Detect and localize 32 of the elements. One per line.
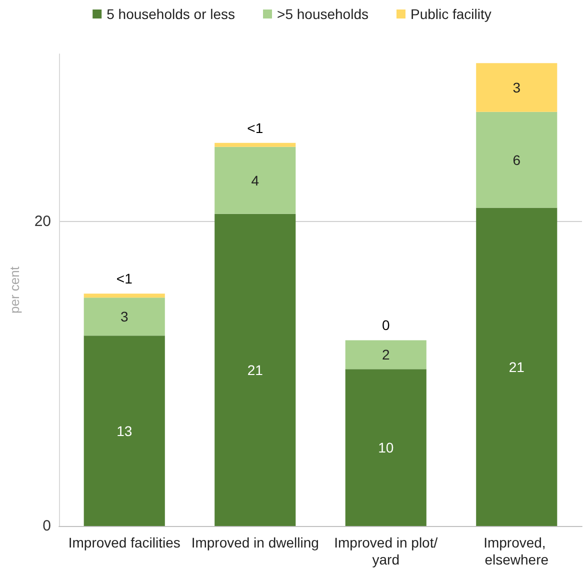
bar [345,340,426,370]
bar [476,208,558,526]
legend-label: 5 households or less [106,6,236,22]
data-label: 21 [508,358,525,375]
data-label: 2 [382,346,390,363]
x-tick-label: Improved facilities [68,534,180,550]
data-label: <1 [247,120,264,136]
data-label: <1 [116,270,133,287]
data-label: 10 [378,440,394,456]
legend-label: Public facility [410,6,492,22]
bar [84,336,165,526]
y-axis-title: per cent [7,266,22,314]
bar [214,146,296,214]
data-label: 3 [120,308,128,325]
data-label: 21 [247,362,264,378]
bar [476,63,558,112]
bar [214,142,296,147]
x-tick-label: Improved, elsewhere [484,534,550,568]
bar [476,112,558,208]
bar [345,369,426,526]
data-label: 13 [116,422,132,439]
data-label: 0 [382,317,390,334]
data-label: 4 [251,172,260,188]
legend-label: >5 households [277,6,368,22]
data-label: 6 [512,152,521,168]
y-tick-label: 20 [34,212,51,230]
data-label: 3 [512,79,521,96]
bar [84,294,165,298]
bar [214,214,296,526]
x-tick-label: Improved in dwelling [191,534,319,550]
x-tick-label: Improved in plot/yard [334,534,438,568]
bar [84,298,165,336]
